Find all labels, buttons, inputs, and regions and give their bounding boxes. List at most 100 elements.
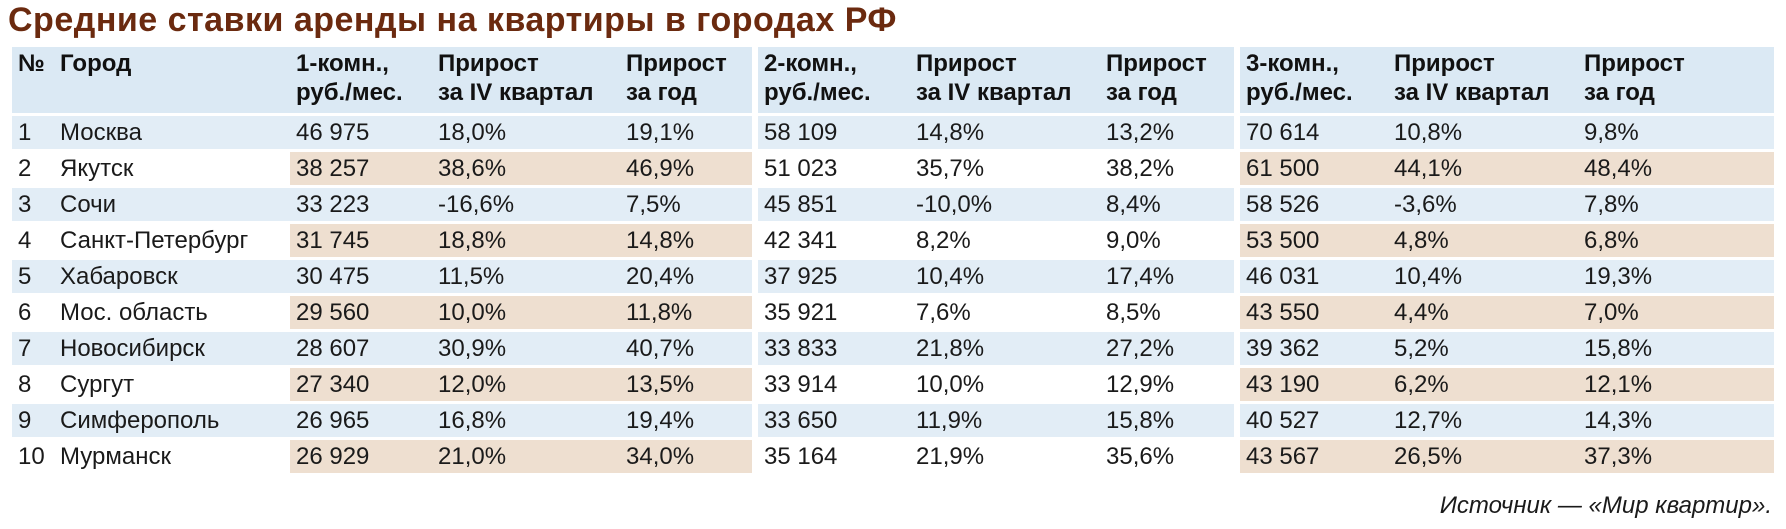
table-cell: 38,6% [432, 152, 620, 185]
table-cell: 51 023 [758, 152, 910, 185]
table-cell: 13,5% [620, 368, 758, 401]
table-cell: 12,7% [1388, 404, 1578, 437]
table-cell: 10,8% [1388, 116, 1578, 149]
table-cell: 8 [12, 368, 54, 401]
table-cell: 35,7% [910, 152, 1100, 185]
table-cell: 10,0% [432, 296, 620, 329]
header-line: за год [1584, 79, 1655, 106]
table-cell: 29 560 [290, 296, 432, 329]
table-cell: 11,8% [620, 296, 758, 329]
table-cell: Сургут [54, 368, 290, 401]
table-row: 7 Новосибирск 28 607 30,9% 40,7% 33 833 21,8% 2… [12, 332, 1774, 365]
table-cell: 21,8% [910, 332, 1100, 365]
table-cell: Мурманск [54, 440, 290, 473]
header-line: Прирост [1584, 50, 1685, 77]
table-cell: 34,0% [620, 440, 758, 473]
table-cell: Якутск [54, 152, 290, 185]
col-number-header: № [12, 47, 54, 113]
table-cell: 6,8% [1578, 224, 1774, 257]
table-cell: 11,9% [910, 404, 1100, 437]
table-cell: 46,9% [620, 152, 758, 185]
table-row: 6 Мос. область 29 560 10,0% 11,8% 35 921 7,6% 8… [12, 296, 1774, 329]
table-row: 10 Мурманск 26 929 21,0% 34,0% 35 164 21,9% 35,… [12, 440, 1774, 473]
table-cell: Новосибирск [54, 332, 290, 365]
table-cell: 21,9% [910, 440, 1100, 473]
table-cell: 33 650 [758, 404, 910, 437]
table-cell: 8,5% [1100, 296, 1240, 329]
header-line: за год [1106, 79, 1177, 106]
table-cell: 16,8% [432, 404, 620, 437]
page-title: Средние ставки аренды на квартиры в горо… [8, 1, 897, 39]
table-cell: 6,2% [1388, 368, 1578, 401]
table-cell: 70 614 [1240, 116, 1388, 149]
table-cell: 1 [12, 116, 54, 149]
table-cell: 7,0% [1578, 296, 1774, 329]
table-cell: Санкт-Петербург [54, 224, 290, 257]
col-1room-price-header: 1-комн., руб./мес. [290, 47, 432, 113]
table-row: 9 Симферополь 26 965 16,8% 19,4% 33 650 11,9% 1… [12, 404, 1774, 437]
table-cell: 9,0% [1100, 224, 1240, 257]
table-row: 5 Хабаровск 30 475 11,5% 20,4% 37 925 10,4% 17,… [12, 260, 1774, 293]
table-cell: 10 [12, 440, 54, 473]
header-line: Прирост [438, 50, 539, 77]
table-cell: 10,4% [1388, 260, 1578, 293]
table-cell: 18,0% [432, 116, 620, 149]
header-line: Прирост [1106, 50, 1207, 77]
col-3room-growth-year-header: Прирост за год [1578, 47, 1774, 113]
table-row: 1 Москва 46 975 18,0% 19,1% 58 109 14,8% 13,2% 7… [12, 116, 1774, 149]
table-cell: 4,4% [1388, 296, 1578, 329]
table-row: 4 Санкт-Петербург 31 745 18,8% 14,8% 42 341 8,… [12, 224, 1774, 257]
table-cell: 5,2% [1388, 332, 1578, 365]
header-line: 3-комн., [1246, 50, 1339, 77]
table-cell: 10,0% [910, 368, 1100, 401]
table-cell: Сочи [54, 188, 290, 221]
col-2room-growth-q4-header: Прирост за IV квартал [910, 47, 1100, 113]
table-cell: 61 500 [1240, 152, 1388, 185]
table-cell: 8,2% [910, 224, 1100, 257]
table-cell: 35,6% [1100, 440, 1240, 473]
rent-table: № Город 1-комн., руб./мес. Прирост за IV квар… [12, 44, 1774, 476]
table-header-row: № Город 1-комн., руб./мес. Прирост за IV квар… [12, 47, 1774, 113]
table-cell: 18,8% [432, 224, 620, 257]
table-cell: 19,3% [1578, 260, 1774, 293]
table-cell: 9,8% [1578, 116, 1774, 149]
col-1room-growth-q4-header: Прирост за IV квартал [432, 47, 620, 113]
col-2room-price-header: 2-комн., руб./мес. [758, 47, 910, 113]
table-cell: 30,9% [432, 332, 620, 365]
table-cell: 19,1% [620, 116, 758, 149]
header-line: Город [60, 50, 132, 77]
table-cell: Симферополь [54, 404, 290, 437]
header-line: руб./мес. [764, 79, 871, 106]
table-cell: 43 190 [1240, 368, 1388, 401]
table-cell: 53 500 [1240, 224, 1388, 257]
header-line: 1-комн., [296, 50, 389, 77]
header-line: № [18, 50, 45, 77]
table-cell: 15,8% [1100, 404, 1240, 437]
table-cell: 12,9% [1100, 368, 1240, 401]
table-cell: -16,6% [432, 188, 620, 221]
table-cell: 2 [12, 152, 54, 185]
table-cell: 12,1% [1578, 368, 1774, 401]
table-cell: 27 340 [290, 368, 432, 401]
col-3room-price-header: 3-комн., руб./мес. [1240, 47, 1388, 113]
table-cell: 30 475 [290, 260, 432, 293]
table-cell: 8,4% [1100, 188, 1240, 221]
table-cell: 35 921 [758, 296, 910, 329]
header-line: Прирост [1394, 50, 1495, 77]
table-cell: 3 [12, 188, 54, 221]
table-cell: 4,8% [1388, 224, 1578, 257]
table-cell: 26 929 [290, 440, 432, 473]
table-cell: 58 526 [1240, 188, 1388, 221]
table-cell: 40 527 [1240, 404, 1388, 437]
table-cell: 21,0% [432, 440, 620, 473]
table-cell: 4 [12, 224, 54, 257]
table-cell: 45 851 [758, 188, 910, 221]
header-line: 2-комн., [764, 50, 857, 77]
table-cell: 37 925 [758, 260, 910, 293]
table-cell: 46 975 [290, 116, 432, 149]
table-cell: 7,6% [910, 296, 1100, 329]
table-cell: 10,4% [910, 260, 1100, 293]
table-row: 8 Сургут 27 340 12,0% 13,5% 33 914 10,0% 12,9% 4… [12, 368, 1774, 401]
table-cell: 39 362 [1240, 332, 1388, 365]
table-cell: 14,8% [620, 224, 758, 257]
